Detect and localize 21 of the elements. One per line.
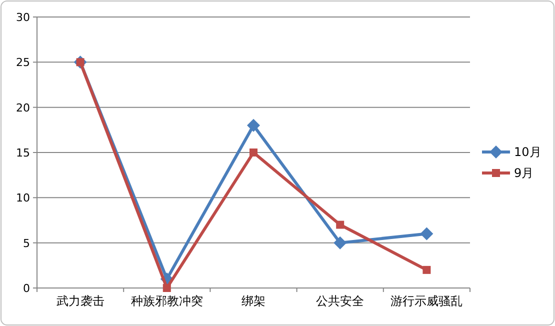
point [334, 236, 347, 250]
x-tick-label: 种族邪教冲突 [130, 294, 203, 308]
point [336, 220, 344, 229]
x-tick-label: 武力袭击 [56, 294, 104, 308]
x-tick-label: 绑架 [242, 294, 266, 308]
point [247, 118, 260, 132]
legend-label: 10月 [514, 145, 542, 159]
point [420, 227, 434, 240]
y-tick-label: 20 [16, 101, 30, 114]
legend-label: 9月 [514, 166, 534, 180]
y-tick-label: 25 [16, 56, 30, 70]
y-tick-label: 10 [16, 192, 30, 205]
point [422, 266, 431, 274]
y-tick-label: 15 [16, 146, 30, 160]
x-tick-label: 公共安全 [316, 294, 364, 308]
y-tick-label: 30 [16, 11, 30, 24]
point [162, 284, 171, 292]
y-tick-label: 5 [23, 236, 30, 250]
x-tick-label: 游行示威骚乱 [390, 294, 463, 308]
point [250, 148, 258, 156]
y-tick-label: 0 [23, 282, 30, 295]
